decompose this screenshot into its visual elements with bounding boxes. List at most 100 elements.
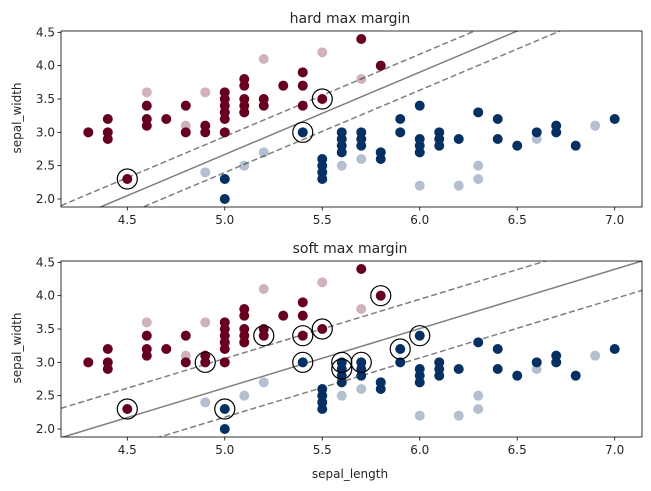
data-point-faded-b [336,390,347,401]
y-tick-label: 4.0 [36,289,55,303]
support-vector-ring [331,358,353,380]
data-point-a [122,404,133,414]
data-point-b [551,350,562,361]
data-point-a [141,114,152,124]
data-point-faded-a [356,304,367,314]
data-point-faded-b [200,397,211,408]
data-point-b [473,337,484,348]
data-point-faded-b [414,180,425,191]
data-point-faded-b [531,364,542,374]
data-point-a [297,330,308,341]
data-point-a [122,174,133,184]
data-point-a [239,74,250,84]
data-point-a [102,344,113,354]
data-point-faded-a [219,357,230,368]
y-tick-label: 2.0 [36,422,55,436]
data-point-faded-b [239,390,250,401]
data-point-b [473,107,484,118]
y-tick-label: 2.0 [36,192,55,206]
data-point-a [102,114,113,124]
data-point-b [297,357,308,368]
data-point-a [102,127,113,138]
data-point-b [395,114,406,124]
data-point-b [414,330,425,341]
data-point-b [512,140,523,151]
x-tick-label: 5.5 [313,443,332,457]
y-tick-label: 3.0 [36,125,55,139]
data-point-a [161,344,172,354]
data-point-a [180,330,191,341]
data-point-faded-b [258,377,269,388]
data-point-faded-b [473,390,484,401]
data-point-a [141,344,152,354]
chart-title: soft max margin [293,241,408,257]
data-point-a [356,264,367,274]
data-point-faded-b [356,154,367,164]
decision-boundary-line [98,31,520,207]
data-point-b [492,134,503,144]
x-tick-label: 5.0 [215,443,234,457]
data-point-a [297,297,308,308]
data-point-faded-b [239,160,250,171]
data-point-b [492,114,503,124]
data-point-b [492,344,503,354]
data-point-b [375,147,386,158]
data-point-faded-a [258,54,269,64]
data-point-a [258,94,269,104]
data-point-faded-b [336,160,347,171]
data-point-faded-a [200,317,211,328]
data-point-faded-b [258,147,269,158]
data-point-a [297,80,308,91]
data-point-b [356,127,367,138]
data-point-a [375,60,386,71]
y-axis-label: sepal_width [10,82,24,153]
data-point-b [492,364,503,374]
data-point-b [395,344,406,354]
data-point-faded-b [453,180,464,191]
data-point-faded-a [317,277,328,288]
y-tick-label: 2.5 [36,389,55,403]
data-point-b [434,357,445,368]
data-point-a [161,114,172,124]
data-point-faded-b [590,350,601,361]
data-point-b [219,194,230,204]
support-vector-ring [194,351,216,373]
data-point-b [317,384,328,394]
margin-line [141,31,562,207]
data-point-b [531,357,542,368]
axes-frame [60,30,643,208]
data-point-b [453,134,464,144]
data-point-a [219,87,230,98]
data-point-b [434,127,445,138]
y-tick-label: 3.5 [36,92,55,106]
data-point-faded-b [453,410,464,421]
data-point-faded-a [180,350,191,361]
data-point-a [278,80,289,91]
support-vector-ring [292,325,314,347]
data-point-a [375,290,386,301]
data-point-faded-a [356,74,367,84]
support-vector-ring [292,121,314,143]
y-tick-label: 2.5 [36,159,55,173]
data-point-a [180,127,191,138]
data-point-faded-a [141,317,152,328]
y-tick-label: 3.0 [36,355,55,369]
data-point-b [414,364,425,374]
data-point-b [219,174,230,184]
data-point-a [317,324,328,334]
data-point-b [609,344,620,354]
data-point-b [395,357,406,368]
data-point-a [297,67,308,78]
data-point-b [570,370,581,381]
support-vector-ring [350,351,372,373]
x-tick-label: 4.5 [118,443,137,457]
support-vector-ring [214,398,236,420]
data-point-a [102,357,113,368]
data-point-faded-b [375,147,386,158]
data-point-a [141,330,152,341]
data-point-faded-b [473,160,484,171]
x-tick-label: 7.0 [605,213,624,227]
data-point-a [239,304,250,314]
hard-margin-panel: hard max margin sepal_width 4.5 5.0 5.5 6.0… [10,11,643,227]
